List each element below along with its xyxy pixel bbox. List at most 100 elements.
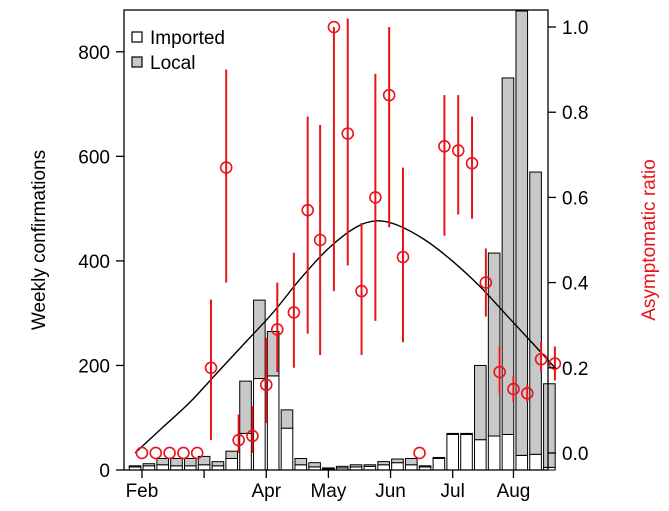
bar-local-7 xyxy=(225,450,239,460)
bar-local-13 xyxy=(308,462,321,468)
bar-imported-26 xyxy=(487,435,501,471)
ratio-point-19 xyxy=(396,250,410,264)
bar-imported-18 xyxy=(377,464,390,471)
bar-local-8 xyxy=(239,380,252,434)
x-tick-label-4: Jun xyxy=(375,481,406,502)
bar-local-12 xyxy=(294,458,308,466)
bar-local-24 xyxy=(460,432,473,435)
bar-local-14 xyxy=(322,467,335,470)
ratio-layer xyxy=(135,18,562,460)
bar-imported-11 xyxy=(280,427,294,471)
bar-local-27 xyxy=(501,77,515,435)
bar-imported-12 xyxy=(294,464,308,471)
ratio-point-7 xyxy=(232,433,245,447)
x-tick-label-2: Apr xyxy=(251,481,281,502)
bar-imported-27 xyxy=(501,433,515,471)
ratio-point-28 xyxy=(534,352,548,366)
bar-local-2 xyxy=(156,458,169,466)
bar-imported-22 xyxy=(432,458,446,471)
legend-swatch-local xyxy=(131,56,143,68)
bar-local-10 xyxy=(266,330,280,377)
ratio-point-13 xyxy=(313,233,327,247)
legend-swatch-imported xyxy=(131,31,143,43)
trend-curve xyxy=(134,220,556,454)
bar-local-16 xyxy=(349,464,363,468)
ratio-point-21 xyxy=(438,139,451,153)
bar-imported-20 xyxy=(404,464,418,471)
bar-imported-5 xyxy=(197,464,211,471)
ratio-point-8 xyxy=(246,429,259,443)
axes-layer: 0 200 400 600 800 0.0 0.2 0.4 0.6 0.8 1.0 Feb Apr May… xyxy=(78,18,589,502)
bar-local-19 xyxy=(391,458,404,464)
bar-local-1 xyxy=(142,463,156,467)
bar-local-15 xyxy=(335,465,349,469)
ratio-point-10 xyxy=(271,323,284,336)
legend-label-imported: Imported xyxy=(150,28,225,49)
bar-imported-25 xyxy=(474,439,487,471)
bar-local-5 xyxy=(197,455,211,466)
y-tick-label-1: 200 xyxy=(78,356,110,377)
bar-local-4 xyxy=(183,458,197,467)
ratio-point-9 xyxy=(259,378,273,392)
bar-local-25 xyxy=(474,364,487,441)
y-tick-label-3: 600 xyxy=(78,147,110,168)
ratio-point-3 xyxy=(177,446,190,460)
bar-imported-23 xyxy=(446,433,460,471)
y-tick-label-0: 0 xyxy=(99,461,110,482)
y2-tick-label-5: 1.0 xyxy=(562,18,588,39)
bar-local-30 xyxy=(543,383,556,468)
bar-local-0 xyxy=(128,465,142,468)
ratio-point-27 xyxy=(520,387,534,400)
y2-tick-label-1: 0.2 xyxy=(562,359,588,380)
ratio-point-4 xyxy=(190,446,204,460)
bar-imported-28 xyxy=(515,454,529,471)
ratio-point-20 xyxy=(413,446,426,460)
legend-label-local: Local xyxy=(150,53,195,74)
y2-tick-label-3: 0.6 xyxy=(562,188,588,209)
x-tick-label-3: May xyxy=(310,481,346,502)
ratio-point-18 xyxy=(382,88,396,102)
bar-local-3 xyxy=(170,458,183,467)
ratio-point-24 xyxy=(479,276,493,289)
y2-tick-label-4: 0.8 xyxy=(562,103,588,124)
bar-imported-9 xyxy=(253,378,266,471)
ratio-point-6 xyxy=(219,161,233,174)
ratio-point-22 xyxy=(451,144,465,157)
ratio-point-14 xyxy=(327,20,341,34)
ratio-point-2 xyxy=(163,446,176,460)
ratio-point-16 xyxy=(355,284,368,298)
bar-local-28 xyxy=(515,10,529,456)
bar-imported-8 xyxy=(239,432,252,471)
y2-tick-label-0: 0.0 xyxy=(562,444,588,465)
bar-imported-7 xyxy=(225,458,239,471)
bar-local-29 xyxy=(529,171,542,455)
ratio-point-25 xyxy=(493,365,506,379)
ratio-point-0 xyxy=(135,446,149,460)
bar-local-6 xyxy=(211,461,225,467)
bar-local-26 xyxy=(487,252,501,437)
bar-imported-19 xyxy=(391,462,404,471)
bars-layer xyxy=(128,10,556,471)
y-tick-label-2: 400 xyxy=(78,252,110,273)
bar-local-9 xyxy=(253,299,266,380)
y-tick-label-4: 800 xyxy=(78,43,110,64)
y-axis-label: Weekly confirmations xyxy=(29,150,50,330)
x-tick-label-5: Jul xyxy=(441,481,465,502)
bar-imported-24 xyxy=(460,433,473,471)
bar-imported-2 xyxy=(156,464,169,471)
bar-local-11 xyxy=(280,409,294,429)
x-tick-label-6: Aug xyxy=(497,481,531,502)
ratio-point-5 xyxy=(204,361,218,375)
legend: Imported Local xyxy=(131,28,225,74)
ratio-point-15 xyxy=(341,127,355,140)
ratio-point-29 xyxy=(548,357,562,370)
bar-local-23 xyxy=(446,432,460,435)
bar-imported-29 xyxy=(529,453,542,471)
bar-local-20 xyxy=(404,458,418,466)
y2-tick-label-2: 0.4 xyxy=(562,274,589,295)
bar-local-18 xyxy=(377,461,390,466)
ratio-point-26 xyxy=(507,382,520,396)
y2-axis-label: Asymptomatic ratio xyxy=(639,159,660,321)
plot-frame xyxy=(123,9,549,471)
